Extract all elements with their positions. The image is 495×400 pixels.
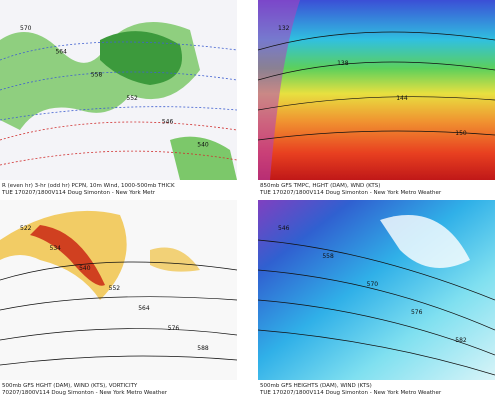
- map-precip: [0, 0, 238, 180]
- contour-label: 138: [337, 60, 349, 67]
- map-vorticity: [0, 200, 238, 380]
- contour-label: 144: [396, 95, 408, 102]
- map-500mb: [257, 200, 495, 380]
- panel-caption: TUE 170207/1800V114 Doug Simonton - New …: [259, 190, 442, 196]
- panel-caption: 500mb GFS HEIGHTS (DAM), WIND (KTS): [260, 383, 372, 389]
- contour-label: 546: [162, 118, 174, 125]
- map-850mb: [257, 0, 495, 180]
- contour-label: 552: [109, 285, 121, 292]
- contour-label: 540: [197, 142, 209, 149]
- contour-label: 522: [20, 225, 32, 232]
- contour-label: 582: [455, 337, 467, 344]
- contour-label: 576: [411, 309, 423, 316]
- contour-label: 150: [455, 130, 467, 137]
- contour-label: 564: [55, 48, 67, 55]
- panel-caption: TUE 170207/1800V114 Doug Simonton - New …: [259, 390, 442, 396]
- contour-label: 552: [126, 95, 138, 102]
- contour-label: 588: [197, 345, 209, 352]
- contour-label: 540: [79, 265, 91, 272]
- contour-label: 576: [168, 325, 180, 332]
- panel-caption: TUE 170207/1800V114 Doug Simonton - New …: [1, 190, 156, 196]
- panel-caption: R (even hr) 3-hr (odd hr) PCPN, 10m Wind…: [2, 183, 175, 189]
- contour-label: 534: [50, 245, 62, 252]
- contour-label: 570: [20, 25, 32, 32]
- panel-caption: 500mb GFS HGHT (DAM), WIND (KTS), VORTIC…: [2, 383, 138, 389]
- contour-label: 558: [91, 72, 103, 79]
- contour-label: 546: [278, 225, 290, 232]
- contour-label: 570: [367, 281, 379, 288]
- contour-label: 132: [278, 25, 290, 32]
- panel-caption: 850mb GFS TMPC, HGHT (DAM), WND (KTS): [260, 183, 380, 189]
- contour-label: 564: [138, 305, 150, 312]
- panel-caption: 70207/1800V114 Doug Simonton - New York …: [2, 390, 168, 396]
- contour-label: 558: [322, 253, 334, 260]
